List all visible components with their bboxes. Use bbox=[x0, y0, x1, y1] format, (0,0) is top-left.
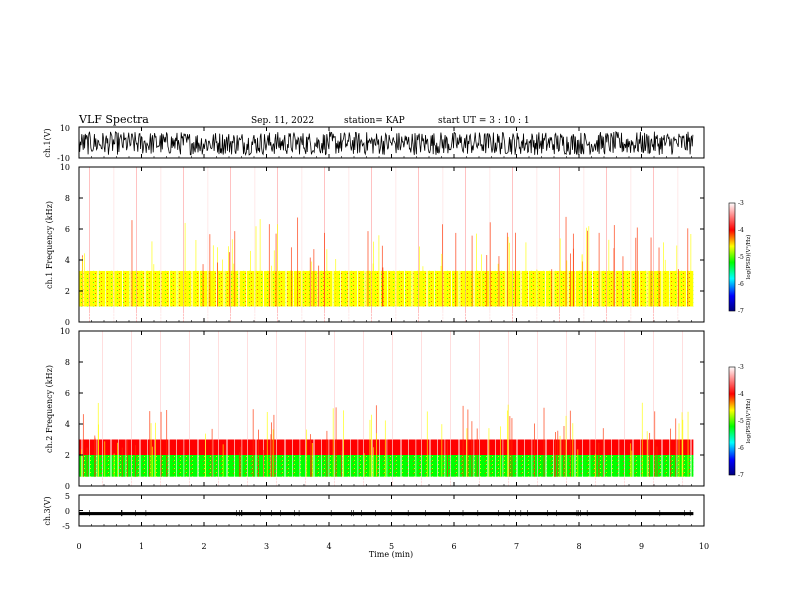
ch1-colorbar-tick: -7 bbox=[738, 308, 744, 315]
ch2-spectrogram-image bbox=[79, 331, 694, 486]
time-axis-label: Time (min) bbox=[369, 550, 413, 559]
ch3-waveform-ylabel: ch.3(V) bbox=[43, 496, 52, 525]
time-tick-label: 9 bbox=[639, 542, 644, 551]
ch2-spectrogram-ylabel: ch.2 Frequency (kHz) bbox=[45, 365, 54, 453]
spectrogram-ytick-label: 0 bbox=[65, 318, 70, 327]
spectrogram-ytick-label: 8 bbox=[65, 358, 70, 367]
ch2-colorbar-scale bbox=[728, 366, 736, 476]
ch2-colorbar-tick: -5 bbox=[738, 418, 744, 425]
figure-title: VLF Spectra bbox=[78, 113, 149, 126]
ch1-colorbar-tick: -5 bbox=[738, 254, 744, 261]
spectrogram-ytick-label: 6 bbox=[65, 389, 70, 398]
ch3-waveform-panel: 5 0 -5 ch.3(V) bbox=[43, 492, 705, 531]
date-label: Sep. 11, 2022 bbox=[251, 116, 314, 126]
ch2-spectrogram-panel: 0 2 4 6 8 10 ch.2 Frequency (kHz) -3 -4 -5 -6… bbox=[45, 327, 752, 491]
ch1-ytick-top: 10 bbox=[60, 124, 70, 133]
ch1-colorbar-tick: -4 bbox=[738, 227, 744, 234]
spectrogram-ytick-label: 6 bbox=[65, 225, 70, 234]
ch1-waveform-trace bbox=[78, 130, 694, 156]
ch1-colorbar-tick: -3 bbox=[738, 200, 744, 207]
ch2-colorbar-label: log(PSD)(V²/Hz) bbox=[745, 399, 752, 444]
ch1-colorbar-scale bbox=[728, 202, 736, 312]
time-tick-label: 0 bbox=[76, 542, 81, 551]
spectrogram-ytick-label: 2 bbox=[65, 451, 70, 460]
ch3-ytick: 5 bbox=[65, 492, 70, 501]
spectrogram-streaks bbox=[79, 167, 694, 322]
spectrogram-ytick-label: 10 bbox=[60, 327, 70, 336]
spectrogram-ytick-label: 0 bbox=[65, 482, 70, 491]
spectrogram-ytick-label: 2 bbox=[65, 287, 70, 296]
ch2-colorbar-tick: -6 bbox=[738, 445, 744, 452]
time-tick-label: 4 bbox=[326, 542, 331, 551]
ch3-ytick: -5 bbox=[62, 522, 70, 531]
ch1-spectrogram-image bbox=[79, 167, 694, 322]
spectrogram-streaks bbox=[79, 331, 694, 486]
time-tick-label: 8 bbox=[576, 542, 581, 551]
ch1-waveform-ylabel: ch.1(V) bbox=[43, 128, 52, 157]
time-axis: 0 1 2 3 4 5 6 7 8 9 10 bbox=[76, 127, 709, 551]
ch2-colorbar-tick: -3 bbox=[738, 364, 744, 371]
time-tick-label: 10 bbox=[699, 542, 709, 551]
ch3-waveform-trace bbox=[79, 512, 694, 516]
time-tick-label: 6 bbox=[451, 542, 456, 551]
ch1-colorbar-tick: -6 bbox=[738, 281, 744, 288]
ch2-colorbar-tick: -4 bbox=[738, 391, 744, 398]
time-tick-label: 3 bbox=[264, 542, 269, 551]
time-tick-label: 5 bbox=[389, 542, 394, 551]
ch1-colorbar: -3 -4 -5 -6 -7 log(PSD)(V²/Hz) bbox=[728, 200, 752, 315]
ch1-waveform-panel: 10 -10 ch.1(V) bbox=[43, 124, 705, 163]
ch1-spectrogram-ylabel: ch.1 Frequency (kHz) bbox=[45, 201, 54, 289]
start-time-label: start UT = 3 : 10 : 1 bbox=[438, 116, 530, 126]
ch2-colorbar-tick: -7 bbox=[738, 472, 744, 479]
ch1-ytick-bottom: -10 bbox=[57, 154, 70, 163]
time-tick-label: 7 bbox=[514, 542, 519, 551]
time-tick-label: 2 bbox=[201, 542, 206, 551]
station-label: station= KAP bbox=[344, 116, 405, 126]
ch1-spectrogram-panel: 0 2 4 6 8 10 ch.1 Frequency (kHz) -3 -4 -5 -6… bbox=[45, 163, 752, 327]
time-tick-label: 1 bbox=[139, 542, 144, 551]
ch3-waveform-spikes bbox=[89, 510, 691, 517]
ch3-ytick: 0 bbox=[65, 507, 70, 516]
spectrogram-ytick-label: 10 bbox=[60, 163, 70, 172]
ch2-colorbar: -3 -4 -5 -6 -7 log(PSD)(V²/Hz) bbox=[728, 364, 752, 479]
spectrogram-ytick-label: 4 bbox=[65, 420, 70, 429]
ch1-colorbar-label: log(PSD)(V²/Hz) bbox=[745, 235, 752, 280]
spectrogram-ytick-label: 8 bbox=[65, 194, 70, 203]
spectrogram-ytick-label: 4 bbox=[65, 256, 70, 265]
